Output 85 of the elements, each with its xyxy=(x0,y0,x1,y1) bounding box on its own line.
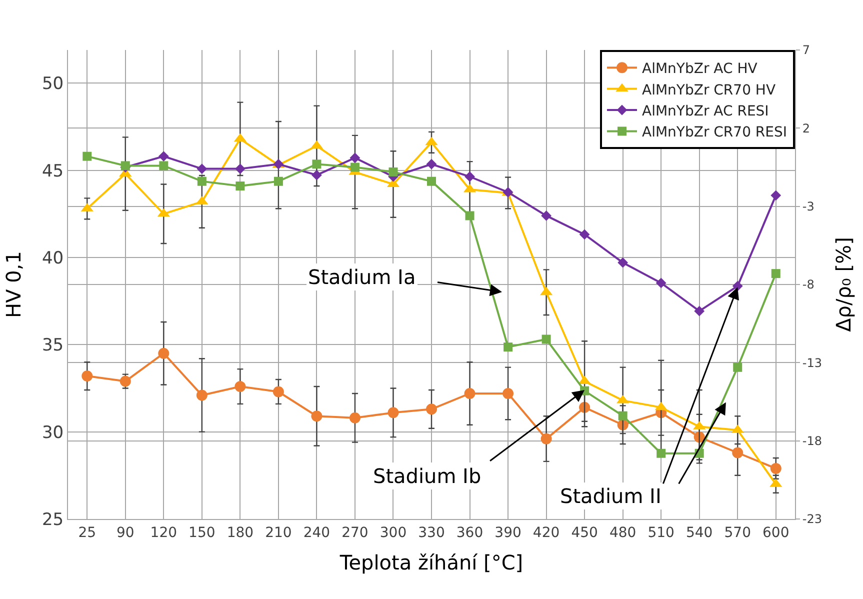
point xyxy=(464,388,476,399)
y2-tick-label: -3 xyxy=(802,200,814,214)
point xyxy=(350,162,360,172)
x-tick-label: 150 xyxy=(188,524,216,541)
point xyxy=(349,412,360,424)
point xyxy=(656,278,666,288)
point xyxy=(159,161,168,170)
legend-label: AlMnYbZr CR70 RESI xyxy=(642,124,788,141)
y2-tick-label: -18 xyxy=(802,434,822,448)
point xyxy=(770,462,782,474)
x-tick-label: 510 xyxy=(648,524,674,541)
x-tick-label: 480 xyxy=(609,524,636,541)
y-tick-label: 50 xyxy=(42,74,64,94)
point xyxy=(542,334,551,344)
legend-label: AlMnYbZr AC RESI xyxy=(642,103,769,120)
x-tick-label: 330 xyxy=(418,524,445,541)
point xyxy=(618,411,628,420)
annotation: Stadium Ia xyxy=(308,265,416,289)
point xyxy=(158,151,169,162)
y-axis-title: HV 0,1 xyxy=(1,251,26,318)
x-tick-label: 420 xyxy=(532,524,560,541)
y2-tick-label: -13 xyxy=(802,356,822,370)
y2-axis-title: Δρ/ρ₀ [%] xyxy=(832,237,856,332)
point xyxy=(388,407,399,418)
x-tick-label: 120 xyxy=(150,524,178,541)
point xyxy=(427,176,436,186)
point xyxy=(312,160,322,169)
point xyxy=(82,152,92,161)
point xyxy=(541,210,552,221)
x-tick-label: 600 xyxy=(762,524,790,541)
point xyxy=(502,388,514,399)
x-tick-label: 25 xyxy=(78,524,96,541)
x-tick-label: 210 xyxy=(265,524,292,541)
point xyxy=(426,404,437,415)
y2-tick-label: 7 xyxy=(802,43,810,58)
point xyxy=(618,257,628,268)
point xyxy=(465,211,474,220)
point xyxy=(656,448,666,458)
x-tick-label: 270 xyxy=(342,524,368,541)
point xyxy=(350,152,360,164)
point xyxy=(82,370,93,382)
y-tick-label: 30 xyxy=(42,422,64,443)
y2-tick-label: 2 xyxy=(802,121,810,136)
point xyxy=(464,171,475,182)
x-tick-label: 450 xyxy=(571,524,598,541)
y-tick-label: 40 xyxy=(42,248,64,268)
point xyxy=(196,164,208,174)
x-tick-label: 390 xyxy=(494,524,522,541)
point xyxy=(771,269,780,278)
point xyxy=(732,447,744,458)
point xyxy=(236,182,245,191)
x-axis-title: Teplota žíhání [°C] xyxy=(338,550,524,574)
x-tick-label: 540 xyxy=(686,524,713,541)
point xyxy=(158,348,170,359)
annotation: Stadium II xyxy=(560,484,662,508)
point xyxy=(504,342,513,352)
x-tick-label: 240 xyxy=(303,524,330,541)
point xyxy=(197,176,206,186)
legend-label: AlMnYbZr CR70 HV xyxy=(642,82,776,98)
point xyxy=(234,380,246,392)
x-tick-label: 300 xyxy=(380,524,407,541)
x-tick-label: 180 xyxy=(226,524,254,541)
point xyxy=(694,306,705,316)
point xyxy=(274,176,283,186)
y2-tick-label: -8 xyxy=(802,278,814,292)
point xyxy=(272,386,284,398)
x-tick-label: 570 xyxy=(724,524,751,541)
point xyxy=(733,362,742,372)
point xyxy=(732,280,743,292)
point xyxy=(388,167,398,176)
point xyxy=(196,390,208,401)
legend-label: AlMnYbZr AC HV xyxy=(642,61,758,78)
y2-tick-label: -23 xyxy=(802,512,822,526)
point xyxy=(312,170,322,180)
point xyxy=(311,410,322,422)
point xyxy=(540,433,552,444)
point xyxy=(234,164,246,174)
annotation: Stadium Ib xyxy=(373,464,482,488)
point xyxy=(579,229,590,240)
x-tick-label: 360 xyxy=(456,524,484,541)
y-tick-label: 45 xyxy=(42,161,64,182)
x-tick-label: 90 xyxy=(116,524,134,541)
y-tick-label: 35 xyxy=(42,336,64,356)
point xyxy=(770,190,782,201)
point xyxy=(426,158,437,170)
